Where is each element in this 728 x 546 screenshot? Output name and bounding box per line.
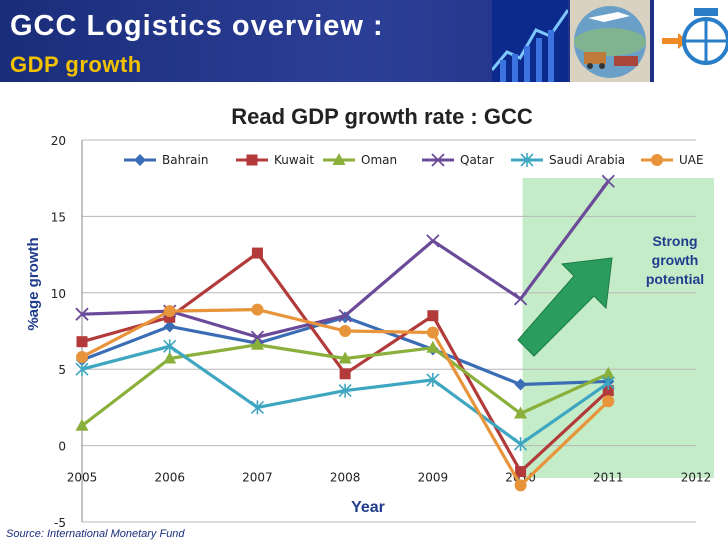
legend-item-bahrain: Bahrain: [124, 153, 208, 167]
legend-item-uae: UAE: [641, 153, 704, 167]
point-bahrain-2010: [514, 378, 527, 391]
page-title: GCC Logistics overview :: [10, 10, 384, 42]
y-tick-10: 10: [51, 287, 66, 301]
point-oman-2011: [601, 366, 615, 379]
point-uae-2010: [514, 479, 527, 492]
x-tick-labels: 2005 2006 2007 2008 2009 2010 2011 2012: [67, 471, 712, 485]
legend-label-bahrain: Bahrain: [162, 153, 208, 167]
point-uae-2008: [339, 325, 352, 337]
point-uae-2007: [251, 303, 264, 316]
legend-item-qatar: Qatar: [422, 153, 494, 167]
legend-label-saudi-arabia: Saudi Arabia: [549, 153, 625, 167]
x-tick-2008: 2008: [330, 471, 361, 485]
legend-marker-bahrain: [134, 154, 146, 166]
legend-marker-uae: [651, 154, 663, 166]
series-uae: [76, 303, 615, 492]
series-oman: [75, 337, 615, 431]
title-banner: GCC Logistics overview : GDP growth: [0, 0, 728, 82]
point-oman-2005: [75, 418, 89, 431]
point-saudi-arabia-2007: [250, 400, 264, 415]
x-tick-2011: 2011: [593, 471, 624, 485]
y-tick--5: -5: [54, 516, 66, 528]
x-tick-2006: 2006: [154, 471, 185, 485]
growth-arrow-icon: [517, 257, 613, 357]
point-qatar-2011: [601, 174, 615, 188]
growth-annotation: Strong growth potential: [632, 232, 718, 289]
x-tick-2007: 2007: [242, 471, 273, 485]
point-qatar-2005: [75, 307, 89, 321]
point-saudi-arabia-2005: [75, 362, 89, 377]
point-uae-2005: [76, 350, 88, 363]
legend-item-saudi-arabia: Saudi Arabia: [511, 153, 625, 167]
annotation-line-3: potential: [645, 271, 705, 287]
point-saudi-arabia-2009: [426, 372, 440, 387]
legend-marker-kuwait: [246, 154, 258, 166]
point-bahrain-2006: [163, 320, 176, 333]
legend-marker-qatar: [431, 153, 445, 167]
point-kuwait-2006: [164, 311, 176, 323]
point-uae-2009: [426, 326, 439, 339]
annotation-line-1: Strong: [652, 233, 698, 249]
page-subtitle: GDP growth: [10, 52, 142, 77]
point-qatar-2010: [513, 292, 528, 306]
point-oman-2008: [338, 351, 352, 364]
point-kuwait-2009: [427, 310, 439, 322]
legend-label-uae: UAE: [679, 153, 704, 167]
point-kuwait-2011: [602, 385, 614, 397]
y-axis-label: %age growth: [25, 237, 42, 330]
point-oman-2010: [514, 406, 528, 419]
point-kuwait-2005: [76, 336, 88, 348]
point-kuwait-2008: [339, 368, 351, 380]
point-uae-2011: [602, 395, 615, 408]
y-tick-20: 20: [51, 134, 66, 148]
point-saudi-arabia-2011: [601, 375, 615, 390]
source-note: Source: International Monetary Fund: [6, 528, 185, 540]
y-tick-0: 0: [58, 440, 66, 454]
annotation-line-2: growth: [651, 252, 699, 268]
y-tick-5: 5: [58, 363, 66, 377]
legend-item-oman: Oman: [323, 153, 397, 167]
chart-title: Read GDP growth rate : GCC: [231, 104, 533, 129]
point-oman-2006: [163, 351, 177, 364]
logistics-network-photo: [654, 0, 728, 82]
legend-marker-oman: [332, 153, 346, 165]
legend-label-kuwait: Kuwait: [274, 153, 314, 167]
point-qatar-2007: [250, 330, 265, 344]
series-saudi-arabia: [75, 339, 615, 452]
point-kuwait-2007: [251, 247, 263, 259]
legend-marker-saudi-arabia: [520, 153, 534, 167]
x-tick-2005: 2005: [67, 471, 98, 485]
y-tick-15: 15: [51, 210, 66, 224]
series-kuwait: [76, 247, 614, 478]
x-tick-2009: 2009: [418, 471, 449, 485]
x-tick-2012: 2012: [681, 471, 712, 485]
y-tick-labels: -5 0 5 10 15 20: [51, 134, 66, 528]
point-oman-2009: [426, 340, 440, 353]
point-uae-2006: [163, 305, 176, 318]
point-kuwait-2010: [515, 466, 527, 478]
point-saudi-arabia-2010: [514, 437, 528, 452]
gridlines: [82, 139, 696, 523]
point-saudi-arabia-2006: [163, 339, 177, 354]
legend-item-kuwait: Kuwait: [236, 153, 314, 167]
point-oman-2007: [250, 337, 264, 350]
x-axis-label: Year: [351, 499, 385, 516]
series-lines: [75, 174, 615, 492]
point-qatar-2008: [338, 309, 352, 323]
point-saudi-arabia-2008: [338, 383, 352, 398]
legend: Bahrain Kuwait Oman Qatar Saudi Arabia UAE: [124, 153, 704, 167]
point-qatar-2009: [426, 234, 440, 248]
finance-chart-photo: [492, 0, 568, 82]
transport-globe-photo: [570, 0, 650, 82]
legend-label-qatar: Qatar: [460, 153, 494, 167]
legend-label-oman: Oman: [361, 153, 397, 167]
